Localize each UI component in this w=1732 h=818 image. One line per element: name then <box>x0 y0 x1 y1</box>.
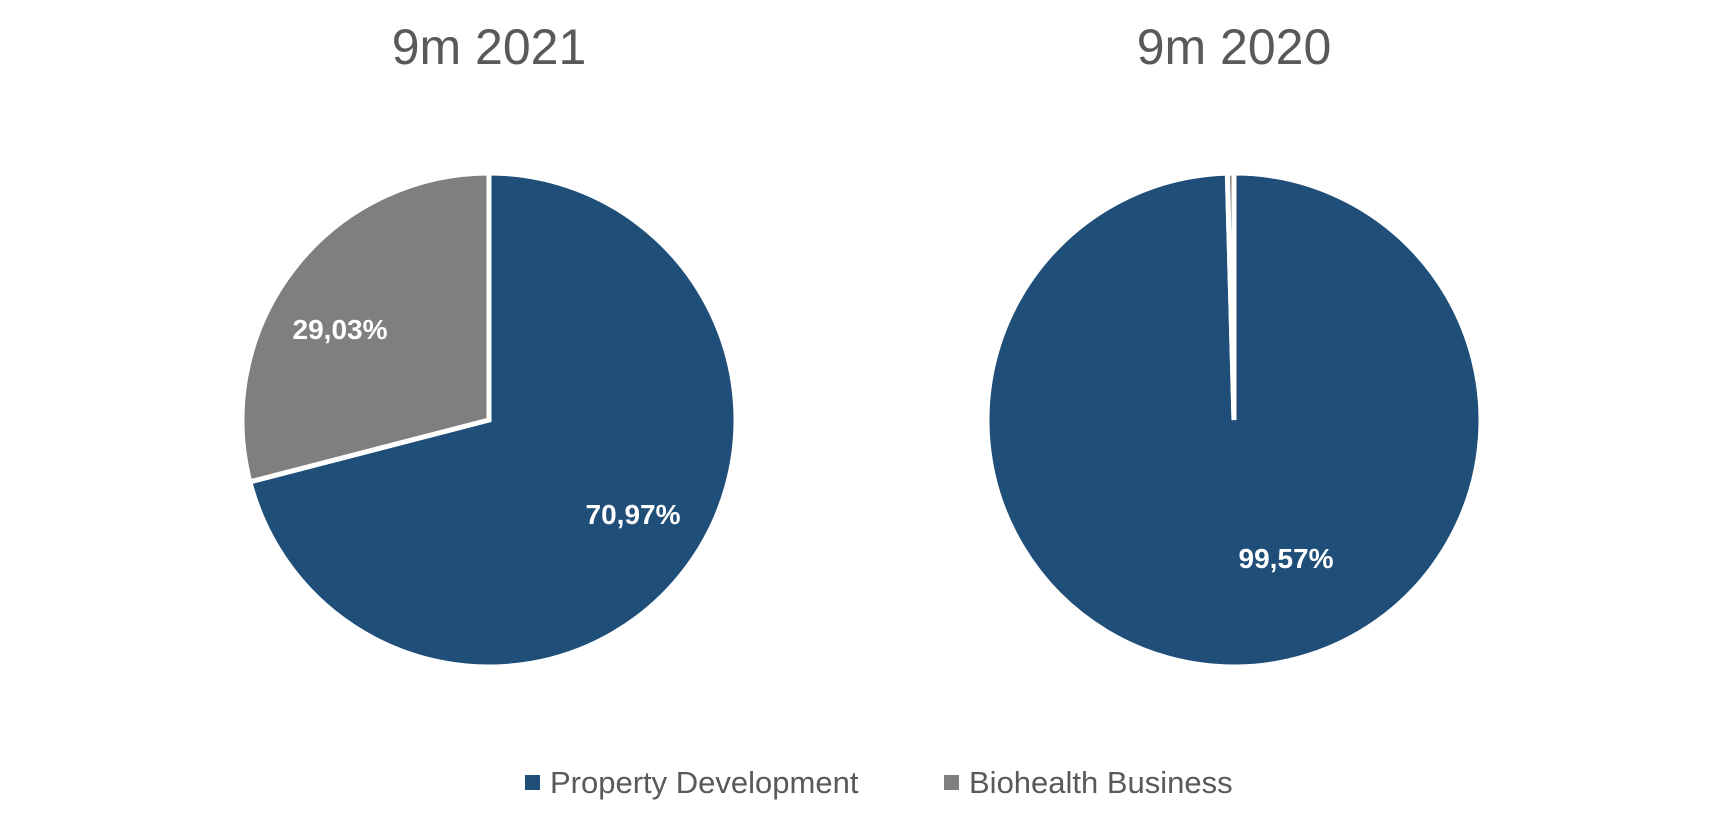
pie-slice-biohealth-business <box>239 170 492 485</box>
pie-slices-9m-2020 <box>984 170 1484 670</box>
data-labels-9m-2020: 99,57% <box>1239 543 1334 574</box>
legend-label-property-development: Property Development <box>550 765 859 800</box>
legend-swatch-property-development <box>525 775 540 790</box>
pie-slice-biohealth-business <box>1224 170 1237 421</box>
pie-slices-9m-2021 <box>239 170 739 670</box>
data-label-property-development: 70,97% <box>586 499 681 530</box>
data-label-biohealth-business: 29,03% <box>293 314 388 345</box>
data-labels-9m-2021: 70,97% 29,03% <box>293 314 681 530</box>
pie-slice-property-development <box>246 170 739 670</box>
chart-title-9m-2021: 9m 2021 <box>392 19 587 75</box>
pie-chart-9m-2020: 9m 2020 99,57% <box>984 19 1484 670</box>
chart-title-9m-2020: 9m 2020 <box>1137 19 1332 75</box>
data-label-property-development: 99,57% <box>1239 543 1334 574</box>
legend-swatch-biohealth-business <box>944 775 959 790</box>
legend: Property Development Biohealth Business <box>525 765 1233 800</box>
pie-chart-9m-2021: 9m 2021 70,97% 29,03% <box>239 19 739 670</box>
legend-label-biohealth-business: Biohealth Business <box>969 765 1233 800</box>
